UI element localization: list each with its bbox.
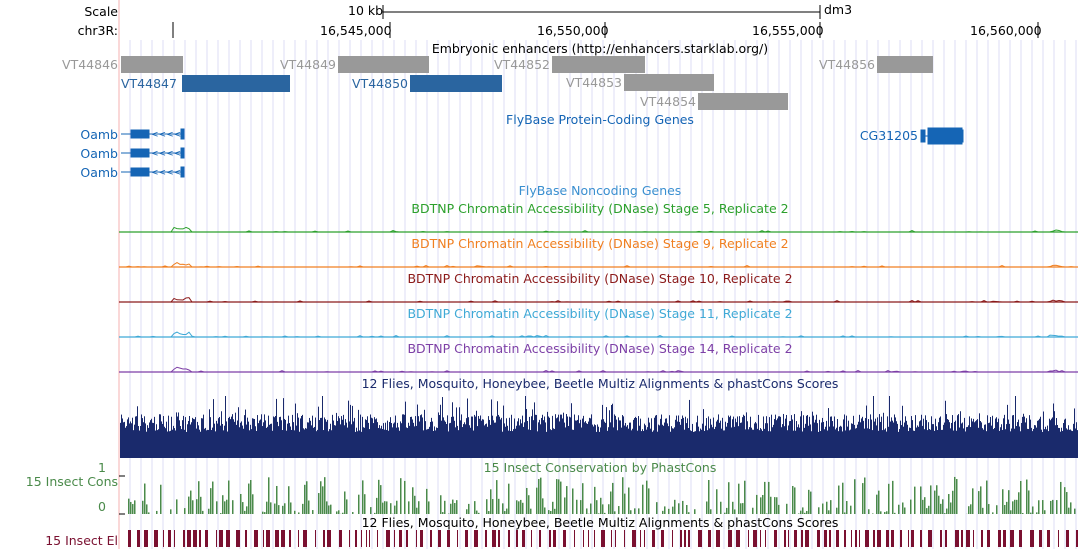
enhancer-block-vt44856: [877, 56, 933, 73]
enhancer-block-vt44846: [121, 56, 183, 73]
enhancer-label-vt44847[interactable]: VT44847: [121, 76, 177, 91]
gene-models[interactable]: <<<< <<<< <<<<: [121, 127, 964, 178]
position-label: 16,545,000: [320, 23, 392, 38]
enhancer-label-vt44854[interactable]: VT44854: [640, 94, 696, 109]
gene-label-cg31205[interactable]: CG31205: [859, 128, 918, 143]
insect-el-label[interactable]: 15 Insect El: [45, 533, 118, 548]
insect-cons-histogram[interactable]: [128, 476, 1076, 514]
gene-label-oamb[interactable]: Oamb: [80, 146, 118, 161]
noncoding-track-title[interactable]: FlyBase Noncoding Genes: [518, 183, 682, 198]
gene-model-oamb-1: <<<<: [121, 128, 185, 140]
position-label: 16,560,000: [970, 23, 1042, 38]
dnase-stage11-title[interactable]: BDTNP Chromatin Accessibility (DNase) St…: [407, 306, 793, 321]
chrom-label: chr3R:: [77, 23, 118, 38]
cons-axis-max: 1: [98, 460, 106, 475]
enhancer-label-vt44846[interactable]: VT44846: [62, 57, 118, 72]
insect-el-title[interactable]: 12 Flies, Mosquito, Honeybee, Beetle Mul…: [361, 515, 839, 530]
enhancer-block-vt44850: [410, 75, 502, 92]
scale-bar: [382, 5, 821, 19]
dnase-signals[interactable]: [119, 226, 1078, 373]
enhancer-block-vt44852: [552, 56, 645, 73]
enhancer-label-vt44849[interactable]: VT44849: [280, 57, 336, 72]
enhancer-track-title[interactable]: Embryonic enhancers (http://enhancers.st…: [431, 41, 769, 56]
enhancer-block-vt44854: [698, 93, 788, 110]
dnase-stage10-title[interactable]: BDTNP Chromatin Accessibility (DNase) St…: [407, 271, 793, 286]
enhancer-block-vt44847: [182, 75, 290, 92]
insect-el-blocks[interactable]: [128, 530, 1078, 547]
gene-model-cg31205: [920, 127, 964, 145]
enhancer-label-vt44852[interactable]: VT44852: [494, 57, 550, 72]
position-ticks: [172, 22, 1039, 38]
enhancer-label-vt44856[interactable]: VT44856: [819, 57, 875, 72]
multiz-histogram[interactable]: [120, 396, 1078, 458]
gene-label-oamb[interactable]: Oamb: [80, 165, 118, 180]
dnase-stage5-title[interactable]: BDTNP Chromatin Accessibility (DNase) St…: [411, 201, 789, 216]
guide-lines: [129, 40, 1077, 549]
gene-model-oamb-3: <<<<: [121, 166, 185, 178]
enhancer-blocks[interactable]: [121, 56, 933, 110]
gene-label-oamb[interactable]: Oamb: [80, 127, 118, 142]
dnase-stage14-title[interactable]: BDTNP Chromatin Accessibility (DNase) St…: [407, 341, 793, 356]
gene-model-oamb-2: <<<<: [121, 147, 185, 159]
protein-genes-track-title[interactable]: FlyBase Protein-Coding Genes: [506, 112, 694, 127]
svg-text:<<<<: <<<<: [151, 149, 181, 159]
dnase-stage9-title[interactable]: BDTNP Chromatin Accessibility (DNase) St…: [411, 236, 789, 251]
scale-bar-text: 10 kb: [348, 3, 384, 18]
insect-cons-label[interactable]: 15 Insect Cons: [25, 474, 118, 489]
enhancer-label-vt44853[interactable]: VT44853: [566, 75, 622, 90]
enhancer-label-vt44850[interactable]: VT44850: [352, 76, 408, 91]
insect-cons-title[interactable]: 15 Insect Conservation by PhastCons: [483, 460, 717, 475]
enhancer-block-vt44853: [624, 74, 714, 91]
multiz-track-title[interactable]: 12 Flies, Mosquito, Honeybee, Beetle Mul…: [361, 376, 839, 391]
svg-text:<<<<: <<<<: [151, 130, 181, 140]
enhancer-block-vt44849: [338, 56, 429, 73]
svg-text:<<<<: <<<<: [151, 168, 181, 178]
position-label: 16,550,000: [537, 23, 609, 38]
scale-label: Scale: [84, 4, 118, 19]
cons-axis-min: 0: [98, 499, 106, 514]
assembly-label: dm3: [824, 2, 853, 17]
position-label: 16,555,000: [752, 23, 824, 38]
